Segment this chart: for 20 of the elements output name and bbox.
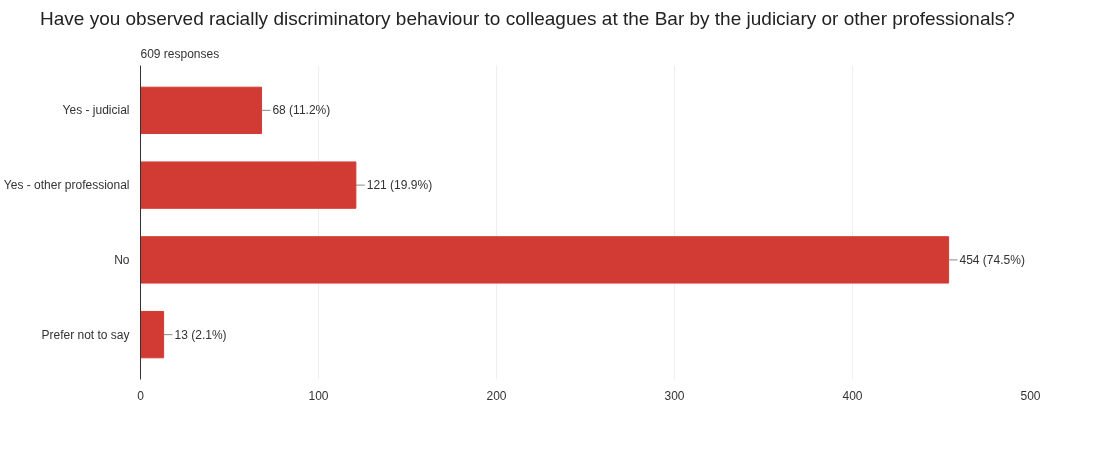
- x-tick-label: 200: [486, 388, 507, 402]
- x-tick-label: 300: [664, 388, 685, 402]
- bar: [140, 160, 357, 209]
- x-tick-label: 400: [842, 388, 863, 402]
- chart-title: Have you observed racially discriminatory behaviour to colleagues at the Bar by the judiciary or other professionals?: [40, 7, 1015, 31]
- y-tick-label: Yes - other professional: [3, 177, 130, 192]
- x-tick-label: 0: [137, 388, 145, 402]
- x-tick-label: 100: [308, 388, 329, 402]
- y-tick-label: Prefer not to say: [41, 327, 130, 342]
- data-label: 68 (11.2%): [272, 102, 331, 117]
- data-label: 121 (19.9%): [366, 177, 433, 192]
- data-label: 13 (2.1%): [174, 327, 227, 342]
- x-tick-label: 500: [1020, 388, 1041, 402]
- bar: [140, 235, 950, 284]
- chart-subtitle: 609 responses: [140, 46, 220, 60]
- y-tick-label: Yes - judicial: [62, 102, 130, 117]
- bar: [140, 310, 165, 358]
- y-tick-label: No: [114, 252, 130, 267]
- data-label: 454 (74.5%): [959, 252, 1025, 267]
- bar: [140, 86, 263, 134]
